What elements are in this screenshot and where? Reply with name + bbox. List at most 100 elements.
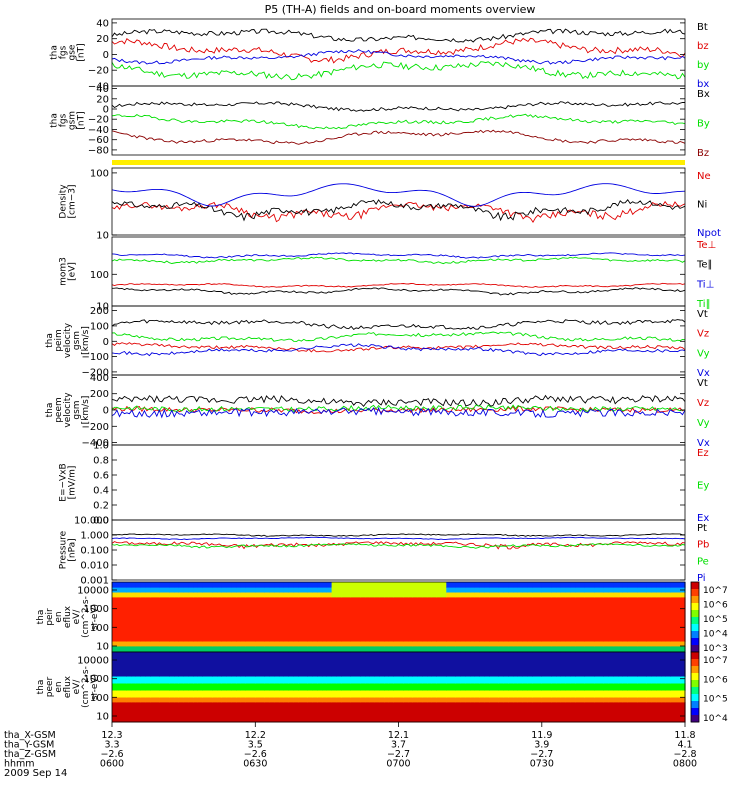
y-tick-label: 100 <box>90 321 109 332</box>
series-line-0 <box>111 394 686 408</box>
y-tick-label: 200 <box>90 389 109 400</box>
panel-fgs-gse: 40 20 0 −20 −40 tha fgs gse [nT] Bt bz by bx <box>50 18 710 92</box>
y-axis-label: mom3 <box>59 257 69 286</box>
y-axis-label: gsm <box>68 111 78 130</box>
y-axis-label: [km/s] <box>81 326 91 355</box>
y-tick-label: 10 <box>96 231 109 242</box>
legend-entry: Pb <box>697 540 709 551</box>
y-tick-label: 100 <box>90 693 109 704</box>
y-axis-label: [cm−3] <box>68 184 78 218</box>
x-axis-row-label: tha_X-GSM <box>4 730 56 741</box>
y-axis-label: peer <box>45 676 55 697</box>
series-line-1 <box>111 541 686 550</box>
series-line-3 <box>111 49 686 65</box>
y-tick-label: −400 <box>82 438 109 449</box>
panel-peim-velocity: 200 100 0 −100 −200 tha peim velocity gsm [km/s] V… <box>45 305 710 379</box>
series-line-0 <box>111 28 686 43</box>
y-axis-label: fgs <box>59 45 69 59</box>
y-axis-label: [km/s] <box>81 396 91 425</box>
x-tick-label: 3.9 <box>534 740 549 751</box>
y-tick-label: 1.0 <box>93 441 109 452</box>
series-line-3 <box>111 343 686 357</box>
y-axis-label: peir <box>45 608 55 626</box>
y-tick-label: 1.000 <box>80 531 109 542</box>
legend-entry: Ne <box>697 171 711 182</box>
y-tick-label: 40 <box>96 84 109 95</box>
y-tick-label: −200 <box>82 422 109 433</box>
legend-entry: Pt <box>697 523 707 534</box>
y-axis-label: [nT] <box>77 111 87 129</box>
x-tick-label: 4.1 <box>677 740 692 751</box>
y-axis-label: en <box>54 681 64 692</box>
y-tick-label: 20 <box>96 34 109 45</box>
y-axis-label: Density <box>59 184 69 219</box>
y-axis-label: [eV] <box>68 262 78 281</box>
series-line-2 <box>111 252 686 259</box>
y-tick-label: 10 <box>96 642 109 653</box>
colorbar-tick-label: 10^6 <box>703 675 728 685</box>
x-tick-label: 0730 <box>530 759 554 770</box>
colorbar-tick-label: 10^4 <box>703 630 728 640</box>
legend-entry: Vz <box>697 329 709 340</box>
legend-entry: Vy <box>697 348 710 359</box>
legend-entry: by <box>697 60 709 71</box>
series-line-1 <box>111 199 686 222</box>
x-tick-label: 11.8 <box>674 730 695 741</box>
series-line-0 <box>112 533 685 537</box>
panel-frame <box>111 444 686 521</box>
x-tick-label: 12.2 <box>245 730 266 741</box>
y-axis-label: [nPa] <box>68 538 78 561</box>
y-tick-label: 100 <box>90 270 109 281</box>
legend-entry: Te⊥ <box>696 240 716 251</box>
y-tick-label: 1000 <box>84 604 109 615</box>
x-tick-label: −2.8 <box>673 749 696 760</box>
legend-entry: Vz <box>697 398 709 409</box>
y-tick-label: −20 <box>88 115 109 126</box>
y-tick-label: 0.100 <box>80 546 109 557</box>
y-axis-label: eV/ <box>72 609 82 625</box>
y-axis-label: E=−VxB <box>59 463 69 501</box>
panel-frame <box>111 85 686 156</box>
x-tick-label: 0600 <box>100 759 124 770</box>
colorbar-tick-label: 10^5 <box>703 615 728 625</box>
series-line-1 <box>111 287 686 296</box>
legend-entry: Ez <box>697 448 709 459</box>
y-tick-label: 0.010 <box>80 561 109 572</box>
y-axis-label: tha <box>50 113 60 128</box>
series-line-3 <box>111 256 686 265</box>
y-axis-label: tha <box>45 333 55 348</box>
y-tick-label: 200 <box>90 306 109 317</box>
y-tick-label: 0.0 <box>93 516 109 527</box>
y-axis-label: eflux <box>63 605 73 628</box>
legend-entry: Ey <box>697 481 709 492</box>
series-line-1 <box>111 342 686 353</box>
x-tick-label: 12.3 <box>101 730 122 741</box>
y-axis-label: eV/ <box>72 679 82 695</box>
y-tick-label: 1000 <box>84 674 109 685</box>
y-axis-label: tha <box>45 403 55 418</box>
x-axis-row-label: hhmm <box>4 759 35 770</box>
legend-entry: Vt <box>697 309 708 320</box>
y-tick-label: 0.001 <box>80 576 109 587</box>
series-line-2 <box>111 542 686 549</box>
x-tick-label: 12.1 <box>388 730 409 741</box>
x-tick-label: −2.6 <box>100 749 123 760</box>
figure-title: P5 (TH-A) fields and on-board moments ov… <box>265 3 536 16</box>
y-tick-label: 10000 <box>77 656 109 667</box>
y-tick-label: 10 <box>96 712 109 723</box>
y-tick-label: −20 <box>88 66 109 77</box>
y-tick-label: 40 <box>96 18 109 29</box>
colorbar-tick-label: 10^5 <box>703 695 728 705</box>
x-axis-row-label: tha_Z-GSM <box>4 749 56 760</box>
y-tick-label: 0 <box>103 337 109 348</box>
y-axis-label: velocity <box>63 392 73 428</box>
y-axis-label: tha <box>36 610 46 625</box>
panel-efield: 1.0 0.8 0.6 0.4 0.2 0.0 E=−VxB [mV/m] Ez Ey Ex <box>59 441 710 527</box>
y-tick-label: 10.000 <box>74 516 109 527</box>
series-line-0 <box>111 101 685 112</box>
y-axis-label: en <box>54 611 64 622</box>
panel-density: 100 10 Density [cm−3] Ne Ni Npot <box>59 167 721 242</box>
y-axis-label: Pressure <box>59 530 69 569</box>
y-tick-label: 0.6 <box>93 471 109 482</box>
